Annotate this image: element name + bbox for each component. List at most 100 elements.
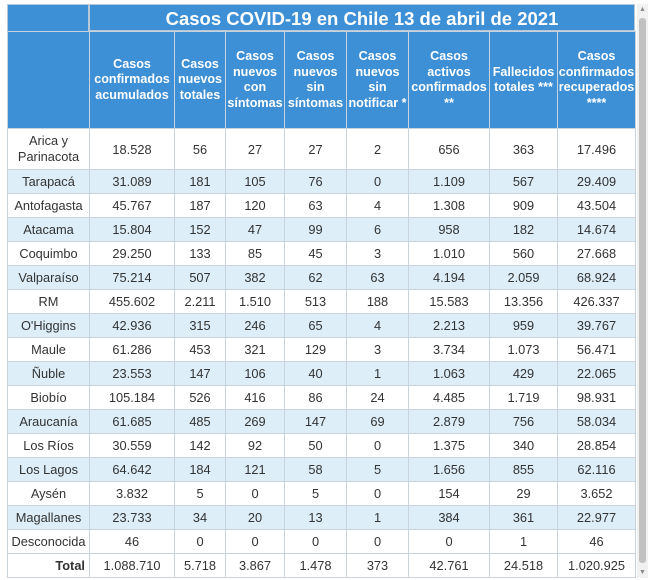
cell-new-unreported: 0: [346, 481, 409, 506]
total-new-symptomatic: 3.867: [225, 553, 285, 578]
cell-active: 4.194: [408, 265, 490, 290]
cell-recovered: 17.496: [557, 128, 636, 170]
cell-confirmed-cumulative: 45.767: [89, 193, 175, 218]
cell-confirmed-cumulative: 75.214: [89, 265, 175, 290]
vertical-scrollbar[interactable]: ▲ ▼: [637, 4, 648, 578]
cell-new-asymptomatic: 65: [284, 313, 347, 338]
cell-deaths: 363: [489, 128, 558, 170]
cell-confirmed-cumulative: 46: [89, 529, 175, 554]
cell-new-asymptomatic: 0: [284, 529, 347, 554]
table-row: Magallanes 23.733 34 20 13 1 384 361 22.977: [7, 505, 636, 530]
cell-new-unreported: 3: [346, 337, 409, 362]
cell-new-total: 5: [174, 481, 226, 506]
cell-new-unreported: 2: [346, 128, 409, 170]
cell-new-total: 2.211: [174, 289, 226, 314]
cell-new-total: 507: [174, 265, 226, 290]
cell-new-total: 453: [174, 337, 226, 362]
cell-new-total: 0: [174, 529, 226, 554]
cell-confirmed-cumulative: 61.685: [89, 409, 175, 434]
cell-deaths: 855: [489, 457, 558, 482]
cell-region: Aysén: [7, 481, 90, 506]
table-row: O'Higgins 42.936 315 246 65 4 2.213 959 39.767: [7, 313, 636, 338]
cell-deaths: 909: [489, 193, 558, 218]
cell-region: Atacama: [7, 217, 90, 242]
header-row: Casos confirmados acumulados Casos nuevo…: [7, 31, 636, 129]
cell-recovered: 14.674: [557, 217, 636, 242]
cell-recovered: 29.409: [557, 169, 636, 194]
cell-region: Desconocida: [7, 529, 90, 554]
table-row: Arica y Parinacota 18.528 56 27 27 2 656 363 17.…: [7, 128, 636, 170]
cell-recovered: 22.065: [557, 361, 636, 386]
cell-new-asymptomatic: 63: [284, 193, 347, 218]
table-body: Arica y Parinacota 18.528 56 27 27 2 656 363 17.…: [7, 128, 636, 578]
cell-region: Biobío: [7, 385, 90, 410]
header-new-unreported: Casos nuevos sin notificar *: [346, 31, 409, 129]
total-confirmed-cumulative: 1.088.710: [89, 553, 175, 578]
cell-active: 15.583: [408, 289, 490, 314]
scroll-up-arrow-icon[interactable]: ▲: [639, 6, 646, 13]
cell-new-symptomatic: 92: [225, 433, 285, 458]
cell-deaths: 560: [489, 241, 558, 266]
cell-new-asymptomatic: 13: [284, 505, 347, 530]
cell-new-total: 152: [174, 217, 226, 242]
cell-region: Maule: [7, 337, 90, 362]
total-active: 42.761: [408, 553, 490, 578]
cell-recovered: 3.652: [557, 481, 636, 506]
total-new-unreported: 373: [346, 553, 409, 578]
cell-new-asymptomatic: 62: [284, 265, 347, 290]
cell-new-asymptomatic: 86: [284, 385, 347, 410]
cell-recovered: 426.337: [557, 289, 636, 314]
cell-new-total: 526: [174, 385, 226, 410]
cell-region: Tarapacá: [7, 169, 90, 194]
cell-new-unreported: 4: [346, 193, 409, 218]
cell-new-symptomatic: 106: [225, 361, 285, 386]
table-row: Araucanía 61.685 485 269 147 69 2.879 756 58.034: [7, 409, 636, 434]
cell-new-symptomatic: 27: [225, 128, 285, 170]
scrollbar-thumb[interactable]: [639, 18, 646, 563]
cell-new-unreported: 0: [346, 169, 409, 194]
cell-active: 1.656: [408, 457, 490, 482]
total-deaths: 24.518: [489, 553, 558, 578]
cell-new-symptomatic: 20: [225, 505, 285, 530]
table-title: Casos COVID-19 en Chile 13 de abril de 2…: [89, 4, 635, 31]
cell-new-unreported: 24: [346, 385, 409, 410]
cell-deaths: 959: [489, 313, 558, 338]
table-row: Los Ríos 30.559 142 92 50 0 1.375 340 28.854: [7, 433, 636, 458]
cell-new-asymptomatic: 5: [284, 481, 347, 506]
cell-new-symptomatic: 121: [225, 457, 285, 482]
cell-active: 154: [408, 481, 490, 506]
cell-new-unreported: 6: [346, 217, 409, 242]
cell-deaths: 429: [489, 361, 558, 386]
table-row: Desconocida 46 0 0 0 0 0 1 46: [7, 529, 636, 554]
scroll-down-arrow-icon[interactable]: ▼: [639, 569, 646, 576]
cell-new-unreported: 1: [346, 361, 409, 386]
cell-deaths: 2.059: [489, 265, 558, 290]
cell-region: O'Higgins: [7, 313, 90, 338]
cell-confirmed-cumulative: 30.559: [89, 433, 175, 458]
cell-active: 1.308: [408, 193, 490, 218]
total-new-total: 5.718: [174, 553, 226, 578]
cell-region: Antofagasta: [7, 193, 90, 218]
header-confirmed-cumulative: Casos confirmados acumulados: [89, 31, 175, 129]
cell-recovered: 68.924: [557, 265, 636, 290]
cell-confirmed-cumulative: 42.936: [89, 313, 175, 338]
cell-confirmed-cumulative: 15.804: [89, 217, 175, 242]
cell-new-total: 34: [174, 505, 226, 530]
header-deaths: Fallecidos totales ***: [489, 31, 558, 129]
table-row: Los Lagos 64.642 184 121 58 5 1.656 855 62.116: [7, 457, 636, 482]
covid-cases-table: Casos confirmados acumulados Casos nuevo…: [7, 31, 636, 578]
cell-new-asymptomatic: 76: [284, 169, 347, 194]
cell-new-asymptomatic: 40: [284, 361, 347, 386]
cell-new-symptomatic: 85: [225, 241, 285, 266]
cell-new-unreported: 63: [346, 265, 409, 290]
total-recovered: 1.020.925: [557, 553, 636, 578]
cell-active: 2.213: [408, 313, 490, 338]
header-new-symptomatic: Casos nuevos con síntomas: [225, 31, 285, 129]
cell-deaths: 1.719: [489, 385, 558, 410]
table-row: Aysén 3.832 5 0 5 0 154 29 3.652: [7, 481, 636, 506]
cell-confirmed-cumulative: 61.286: [89, 337, 175, 362]
cell-region: Arica y Parinacota: [7, 128, 90, 170]
total-label: Total: [7, 553, 90, 578]
cell-region: Magallanes: [7, 505, 90, 530]
cell-deaths: 1.073: [489, 337, 558, 362]
